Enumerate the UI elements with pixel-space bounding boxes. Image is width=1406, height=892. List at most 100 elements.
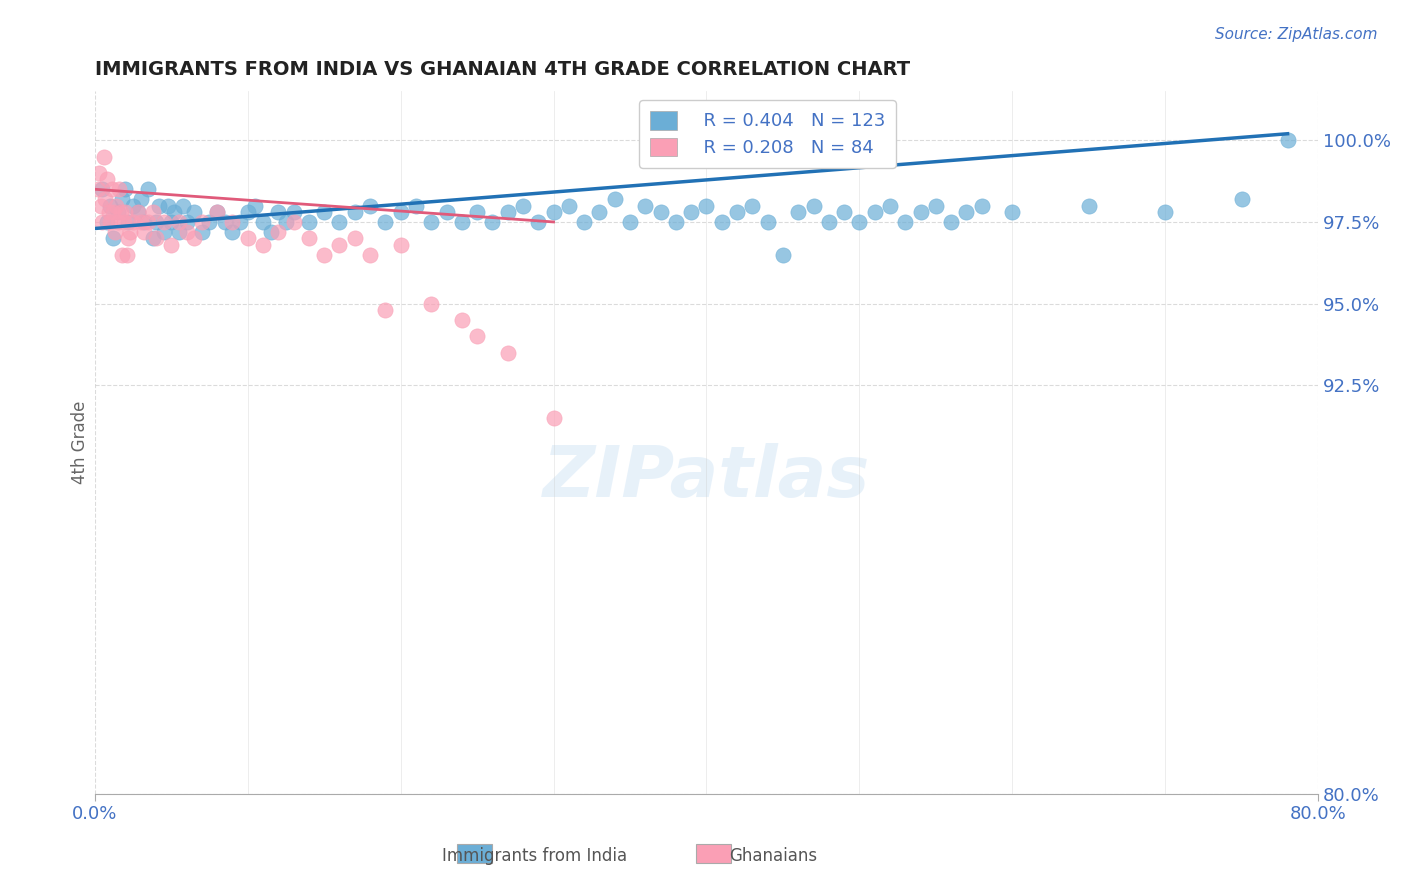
Point [496, 205, 519, 219]
Point [436, 205, 458, 219]
Point [157, 199, 180, 213]
Point [110, 205, 132, 219]
Point [955, 205, 977, 219]
Point [389, 205, 412, 219]
Point [572, 215, 595, 229]
Point [298, 215, 321, 229]
Point [167, 215, 190, 229]
Point [136, 215, 159, 229]
Point [481, 215, 503, 229]
Point [450, 313, 472, 327]
Point [756, 215, 779, 229]
Point [127, 205, 149, 219]
Point [283, 205, 305, 219]
Point [91, 182, 114, 196]
Legend:   R = 0.404   N = 123,   R = 0.208   N = 84: R = 0.404 N = 123, R = 0.208 N = 84 [640, 100, 896, 168]
Point [191, 215, 214, 229]
Point [101, 231, 124, 245]
Point [100, 182, 122, 196]
Point [160, 215, 183, 229]
Point [191, 225, 214, 239]
Point [389, 237, 412, 252]
Point [89, 166, 111, 180]
Point [328, 237, 350, 252]
Point [101, 205, 124, 219]
Point [183, 231, 205, 245]
Point [359, 199, 381, 213]
Point [236, 205, 259, 219]
Point [970, 199, 993, 213]
Point [148, 199, 170, 213]
Point [214, 215, 236, 229]
Point [634, 199, 657, 213]
Point [114, 182, 136, 196]
Point [98, 199, 121, 213]
Point [1001, 205, 1024, 219]
Point [221, 225, 243, 239]
Point [267, 225, 290, 239]
Point [848, 215, 870, 229]
Point [105, 199, 128, 213]
Point [741, 199, 763, 213]
Point [245, 199, 267, 213]
Point [163, 205, 186, 219]
Point [176, 225, 198, 239]
Point [817, 215, 839, 229]
Point [527, 215, 550, 229]
Text: Immigrants from India: Immigrants from India [441, 847, 627, 865]
Point [543, 411, 565, 425]
Point [236, 231, 259, 245]
Point [221, 215, 243, 229]
Point [650, 205, 672, 219]
Point [252, 215, 274, 229]
Point [710, 215, 733, 229]
Point [863, 205, 886, 219]
Point [108, 182, 131, 196]
Point [328, 215, 350, 229]
Point [832, 205, 855, 219]
Point [118, 225, 141, 239]
Point [772, 247, 794, 261]
Point [343, 205, 366, 219]
Point [450, 215, 472, 229]
Point [298, 231, 321, 245]
Point [543, 205, 565, 219]
Point [787, 205, 810, 219]
Point [152, 225, 174, 239]
Point [122, 199, 145, 213]
Point [142, 205, 165, 219]
Point [96, 172, 118, 186]
Point [152, 215, 174, 229]
Point [129, 192, 152, 206]
Point [107, 215, 129, 229]
Point [122, 215, 145, 229]
Point [136, 182, 159, 196]
Point [115, 247, 138, 261]
Point [198, 215, 221, 229]
Point [205, 205, 228, 219]
Point [173, 199, 195, 213]
Point [252, 237, 274, 252]
Text: Ghanaians: Ghanaians [730, 847, 817, 865]
Point [145, 215, 167, 229]
Point [619, 215, 641, 229]
Point [94, 192, 117, 206]
Point [87, 182, 110, 196]
Point [725, 205, 748, 219]
Point [132, 215, 155, 229]
Point [93, 150, 115, 164]
Point [91, 215, 114, 229]
Point [910, 205, 932, 219]
Point [111, 247, 134, 261]
Point [97, 205, 120, 219]
Point [374, 303, 396, 318]
Point [98, 215, 121, 229]
Point [259, 225, 281, 239]
Point [142, 231, 165, 245]
Point [114, 205, 136, 219]
Point [160, 237, 183, 252]
Point [1077, 199, 1099, 213]
Point [283, 215, 305, 229]
Point [274, 215, 297, 229]
Point [374, 215, 396, 229]
